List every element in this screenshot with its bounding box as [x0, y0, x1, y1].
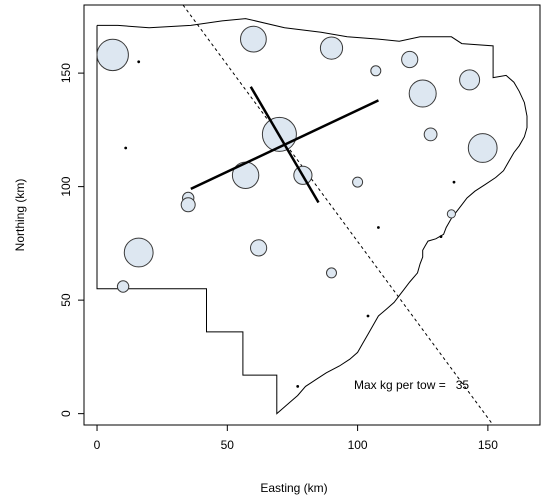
data-point — [116, 280, 130, 293]
data-point — [370, 65, 382, 77]
data-point — [319, 36, 344, 60]
data-point — [326, 267, 337, 279]
y-tick-label: 50 — [59, 293, 73, 307]
data-point — [377, 226, 380, 229]
data-point — [366, 314, 370, 318]
dashed-reference-line — [182, 4, 494, 426]
survey-boundary-layer — [96, 4, 528, 426]
data-point — [137, 60, 141, 64]
y-tick-label: 0 — [59, 410, 73, 417]
plot-frame — [83, 4, 541, 426]
principal-axes-layer — [190, 86, 379, 204]
x-tick-label: 0 — [94, 438, 101, 452]
y-tick-label: 150 — [59, 63, 73, 83]
principal-axis-line — [249, 86, 320, 204]
ticks-layer: 0 50 100 150 0 50 100 150 — [59, 63, 498, 452]
data-point — [401, 50, 419, 69]
data-point — [123, 237, 154, 268]
data-point — [408, 79, 437, 108]
y-tick-label: 100 — [59, 176, 73, 196]
max-kg-annotation: Max kg per tow = 35 — [354, 378, 469, 392]
survey-boundary — [96, 18, 528, 415]
data-point — [240, 25, 267, 53]
y-axis-label: Northing (km) — [13, 179, 27, 252]
data-point — [296, 385, 300, 388]
points-layer — [96, 25, 498, 388]
data-point — [446, 209, 456, 219]
data-point — [452, 180, 456, 184]
data-point — [352, 176, 364, 188]
x-tick-label: 150 — [478, 438, 498, 452]
data-point — [124, 146, 128, 150]
data-point — [250, 239, 268, 257]
data-point — [439, 235, 443, 239]
data-point — [459, 69, 481, 91]
data-point — [180, 197, 196, 213]
x-tick-label: 100 — [348, 438, 368, 452]
data-point — [467, 133, 498, 163]
data-point — [96, 38, 129, 72]
data-point — [423, 127, 438, 142]
x-axis-label: Easting (km) — [260, 481, 327, 495]
x-tick-label: 50 — [221, 438, 235, 452]
